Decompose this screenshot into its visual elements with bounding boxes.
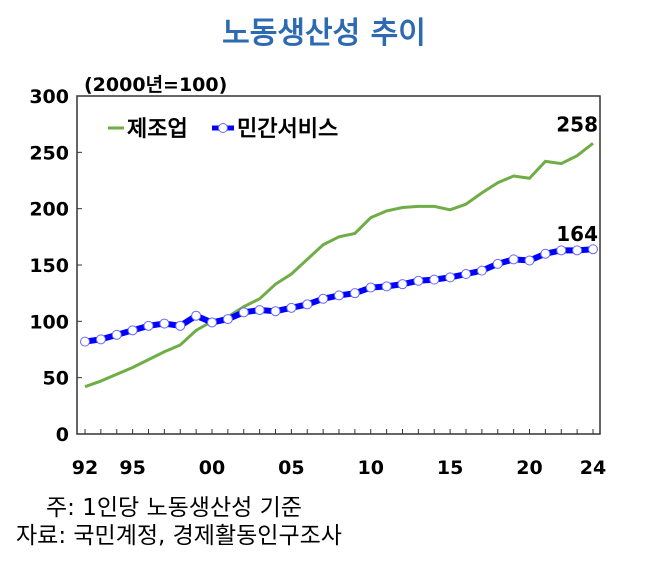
data-point-services [365, 282, 376, 293]
chart-title: 노동생산성 추이 [222, 16, 426, 51]
x-tick-label: 15 [437, 457, 463, 479]
x-tick-label: 24 [580, 457, 606, 479]
x-tick-label: 92 [72, 457, 98, 479]
y-tick-label: 300 [29, 86, 69, 108]
x-tick-label: 95 [119, 457, 145, 479]
end-label-services: 164 [556, 222, 598, 246]
data-point-services [270, 306, 281, 317]
y-tick-label: 150 [29, 255, 69, 277]
data-point-services [80, 336, 90, 347]
data-point-services [302, 299, 313, 310]
data-point-services [143, 320, 154, 331]
data-point-services [524, 255, 535, 266]
data-point-services [476, 265, 487, 276]
x-tick-label: 20 [516, 457, 542, 479]
data-point-services [318, 293, 329, 304]
data-point-services [461, 269, 471, 280]
legend-label-manufacturing: 제조업 [127, 117, 188, 142]
data-point-services [445, 272, 456, 283]
data-point-services [492, 258, 503, 269]
data-point-services [572, 245, 583, 256]
data-point-services [222, 314, 233, 325]
end-label-manufacturing: 258 [556, 112, 598, 136]
y-tick-label: 50 [43, 368, 69, 390]
y-tick-label: 0 [56, 424, 69, 446]
plot-frame [76, 95, 601, 435]
unit-label: (2000년=100) [84, 74, 228, 96]
x-tick-label: 00 [199, 457, 225, 479]
data-point-services [556, 245, 567, 256]
data-point-services [540, 248, 551, 259]
data-point-services [207, 317, 217, 328]
data-point-services [397, 279, 408, 290]
x-tick-label: 05 [278, 457, 304, 479]
data-point-services [175, 320, 186, 331]
data-point-services [508, 254, 519, 265]
y-tick-label: 200 [29, 199, 69, 221]
legend-marker-services [218, 123, 228, 133]
y-tick-label: 250 [29, 142, 69, 164]
footnote: 주: 1인당 노동생산성 기준 [46, 495, 302, 521]
legend-label-services: 민간서비스 [237, 117, 338, 142]
data-point-services [286, 302, 297, 313]
data-point-services [191, 310, 202, 321]
data-point-services [334, 290, 344, 301]
data-point-services [111, 329, 122, 340]
source-note: 자료: 국민계정, 경제활동인구조사 [16, 523, 342, 549]
data-point-services [349, 288, 360, 299]
y-tick-label: 100 [29, 311, 69, 333]
series-line-manufacturing [84, 142, 594, 389]
data-point-services [159, 318, 170, 329]
data-point-services [588, 244, 598, 255]
data-point-services [254, 305, 265, 316]
data-point-services [381, 281, 392, 292]
data-point-services [95, 334, 106, 345]
data-point-services [127, 325, 138, 336]
x-tick-label: 10 [358, 457, 384, 479]
data-point-services [429, 274, 440, 285]
data-point-services [238, 307, 249, 318]
data-point-services [413, 275, 424, 286]
